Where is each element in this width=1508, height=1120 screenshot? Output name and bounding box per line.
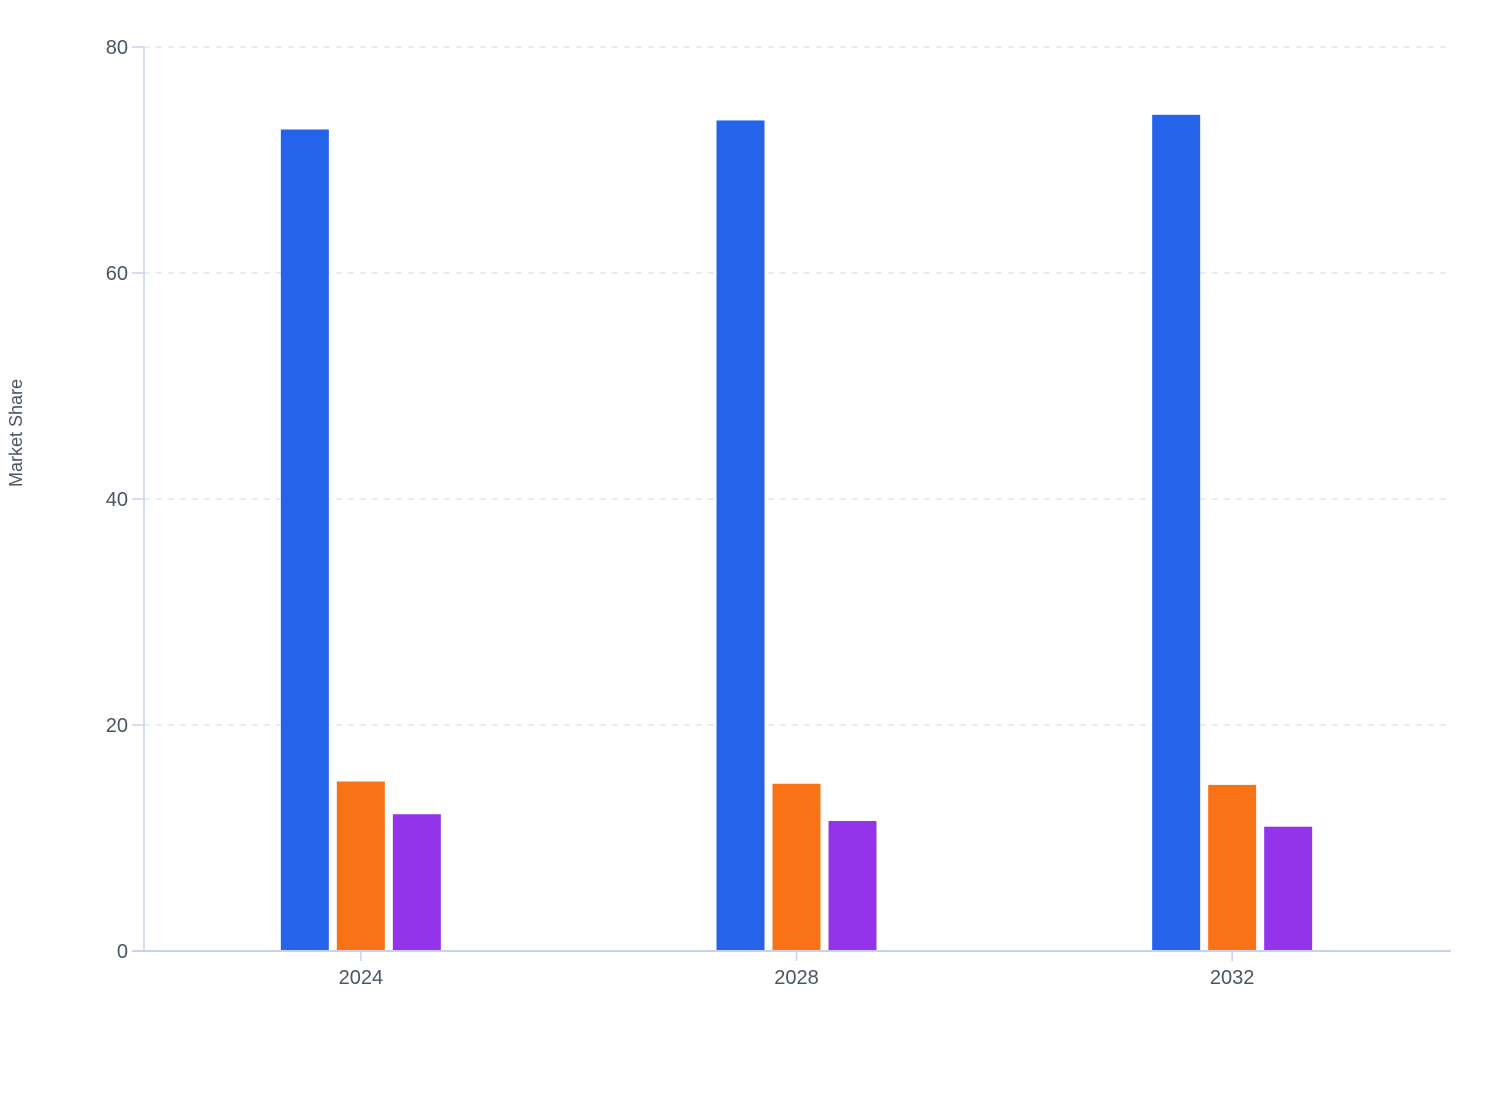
y-axis-title: Market Share: [6, 379, 26, 487]
bar-2024-series-2[interactable]: [336, 781, 385, 952]
x-axis-ticks: 2024 2028 2032: [339, 951, 1255, 989]
x-tick-label: 2032: [1210, 967, 1255, 989]
x-tick-label: 2028: [774, 967, 819, 989]
y-tick-label: 0: [117, 941, 128, 963]
bar-2032-series-2[interactable]: [1208, 784, 1257, 951]
bar-2032-series-1[interactable]: [1152, 114, 1201, 952]
y-gridlines: [144, 46, 1446, 726]
x-tick-label: 2024: [339, 967, 384, 989]
y-tick-label: 80: [106, 37, 128, 59]
bar-2028-series-2[interactable]: [772, 783, 821, 951]
bar-2032-series-3[interactable]: [1264, 826, 1313, 951]
y-tick-label: 20: [106, 715, 128, 737]
bar-2028-series-1[interactable]: [716, 120, 765, 951]
y-axis-ticks: 0 20 40 60 80: [106, 37, 144, 963]
y-tick-label: 60: [106, 263, 128, 285]
bar-2028-series-3[interactable]: [828, 821, 877, 951]
bar-2024-series-1[interactable]: [280, 129, 329, 952]
bars: [280, 114, 1313, 952]
y-tick-label: 40: [106, 489, 128, 511]
bar-2024-series-3[interactable]: [392, 814, 441, 951]
